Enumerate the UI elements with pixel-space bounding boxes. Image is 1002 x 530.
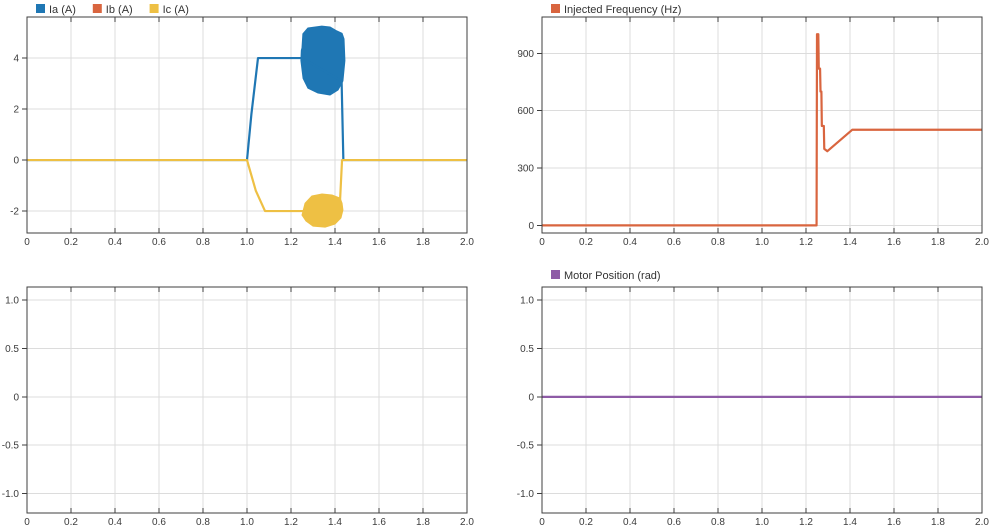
y-tick-label: 0: [528, 221, 534, 232]
legend-swatch: [149, 4, 159, 13]
y-tick-label: -0.5: [517, 441, 535, 452]
x-tick-label: 1.6: [887, 237, 901, 248]
chart-empty-scope: 0 0.2 0.4 0.6 0.8 1.0 1.2 1.4 1.6 1.8 2.0 -1.0 -0.5 0…: [2, 286, 474, 528]
y-tick-label: 0: [13, 156, 19, 167]
series-Ic: [27, 158, 467, 215]
y-tick-label: 0.5: [5, 344, 19, 355]
y-tick-label: -1.0: [517, 489, 535, 500]
x-tick-label: 0.2: [579, 237, 593, 248]
x-tick-label: 1.0: [755, 517, 769, 528]
x-tick-label: 0.6: [152, 517, 166, 528]
legend-item[interactable]: Injected Frequency (Hz): [551, 4, 681, 16]
x-tick-label: 2.0: [975, 237, 989, 248]
y-tick-label: 0: [13, 392, 19, 403]
y-tick-label: -0.5: [2, 441, 20, 452]
chart-three-phase-currents: 0 0.2 0.4 0.6 0.8 1.0 1.2 1.4 1.6 1.8 2.0 -2 0 2 4 Ia (…: [10, 4, 474, 248]
x-tick-label: 0.6: [152, 237, 166, 248]
y-tick-label: -1.0: [2, 489, 20, 500]
x-tick-label: 1.4: [843, 517, 857, 528]
legend-item[interactable]: Ib (A): [92, 4, 133, 16]
legend-item[interactable]: Motor Position (rad): [551, 270, 661, 282]
legend-item-label: Injected Frequency (Hz): [564, 4, 681, 16]
x-tick-label: 1.8: [931, 517, 945, 528]
y-tick-label: 4: [13, 54, 19, 65]
x-tick-label: 1.8: [416, 517, 430, 528]
x-tick-label: 0.6: [667, 237, 681, 248]
x-tick-label: 1.8: [931, 237, 945, 248]
x-tick-label: 0.8: [711, 517, 725, 528]
x-tick-label: 1.6: [372, 517, 386, 528]
x-tick-label: 1.0: [755, 237, 769, 248]
legend-item-label: Motor Position (rad): [564, 270, 661, 282]
x-tick-label: 2.0: [460, 517, 474, 528]
x-tick-label: 1.4: [328, 517, 342, 528]
x-tick-label: 1.8: [416, 237, 430, 248]
y-tick-label: 0: [528, 392, 534, 403]
legend-item-label: Ia (A): [49, 4, 76, 16]
x-tick-label: 1.2: [284, 237, 298, 248]
x-tick-label: 0.2: [579, 517, 593, 528]
x-tick-label: 1.6: [372, 237, 386, 248]
x-tick-label: 0: [24, 237, 30, 248]
x-tick-label: 1.2: [799, 237, 813, 248]
legend-swatch: [551, 4, 560, 13]
x-tick-label: 0.2: [64, 237, 78, 248]
x-tick-label: 0.4: [108, 517, 122, 528]
y-tick-label: 1.0: [5, 296, 19, 307]
x-tick-label: 1.4: [843, 237, 857, 248]
x-tick-label: 1.0: [240, 237, 254, 248]
x-tick-label: 0: [539, 517, 545, 528]
x-tick-label: 2.0: [975, 517, 989, 528]
y-tick-label: 600: [517, 106, 534, 117]
legend-swatch: [92, 4, 102, 13]
chart-motor-position: 0 0.2 0.4 0.6 0.8 1.0 1.2 1.4 1.6 1.8 2.0 -1.0 -0.5 0…: [517, 270, 989, 528]
x-tick-label: 1.0: [240, 517, 254, 528]
x-tick-label: 0.6: [667, 517, 681, 528]
y-tick-label: 1.0: [520, 296, 534, 307]
x-tick-label: 0.4: [623, 517, 637, 528]
legend-item[interactable]: Ic (A): [149, 4, 189, 16]
legend-item-label: Ib (A): [106, 4, 133, 16]
x-tick-label: 0.2: [64, 517, 78, 528]
x-tick-label: 1.2: [799, 517, 813, 528]
band-Ia-oscillation-band: [300, 25, 346, 96]
y-tick-label: 0.5: [520, 344, 534, 355]
y-tick-label: 300: [517, 164, 534, 175]
x-tick-label: 0: [24, 517, 30, 528]
x-tick-label: 0: [539, 237, 545, 248]
x-tick-label: 1.6: [887, 517, 901, 528]
series-injected-frequency: [542, 33, 982, 227]
x-tick-label: 1.4: [328, 237, 342, 248]
x-tick-label: 0.4: [108, 237, 122, 248]
legend-swatch: [36, 4, 45, 13]
x-tick-label: 0.8: [711, 237, 725, 248]
band-Ic-oscillation-band: [301, 193, 344, 228]
legend-item-label: Ic (A): [163, 4, 189, 16]
x-tick-label: 1.2: [284, 517, 298, 528]
series-Ia: [27, 56, 467, 162]
y-tick-label: -2: [10, 207, 19, 218]
x-tick-label: 0.8: [196, 517, 210, 528]
y-tick-label: 2: [13, 105, 19, 116]
legend-swatch: [551, 270, 560, 279]
legend-item[interactable]: Ia (A): [36, 4, 76, 16]
x-tick-label: 0.8: [196, 237, 210, 248]
chart-injected-frequency: 0 0.2 0.4 0.6 0.8 1.0 1.2 1.4 1.6 1.8 2.0 0 300 600 90…: [517, 4, 989, 248]
x-tick-label: 0.4: [623, 237, 637, 248]
y-tick-label: 900: [517, 49, 534, 60]
x-tick-label: 2.0: [460, 237, 474, 248]
